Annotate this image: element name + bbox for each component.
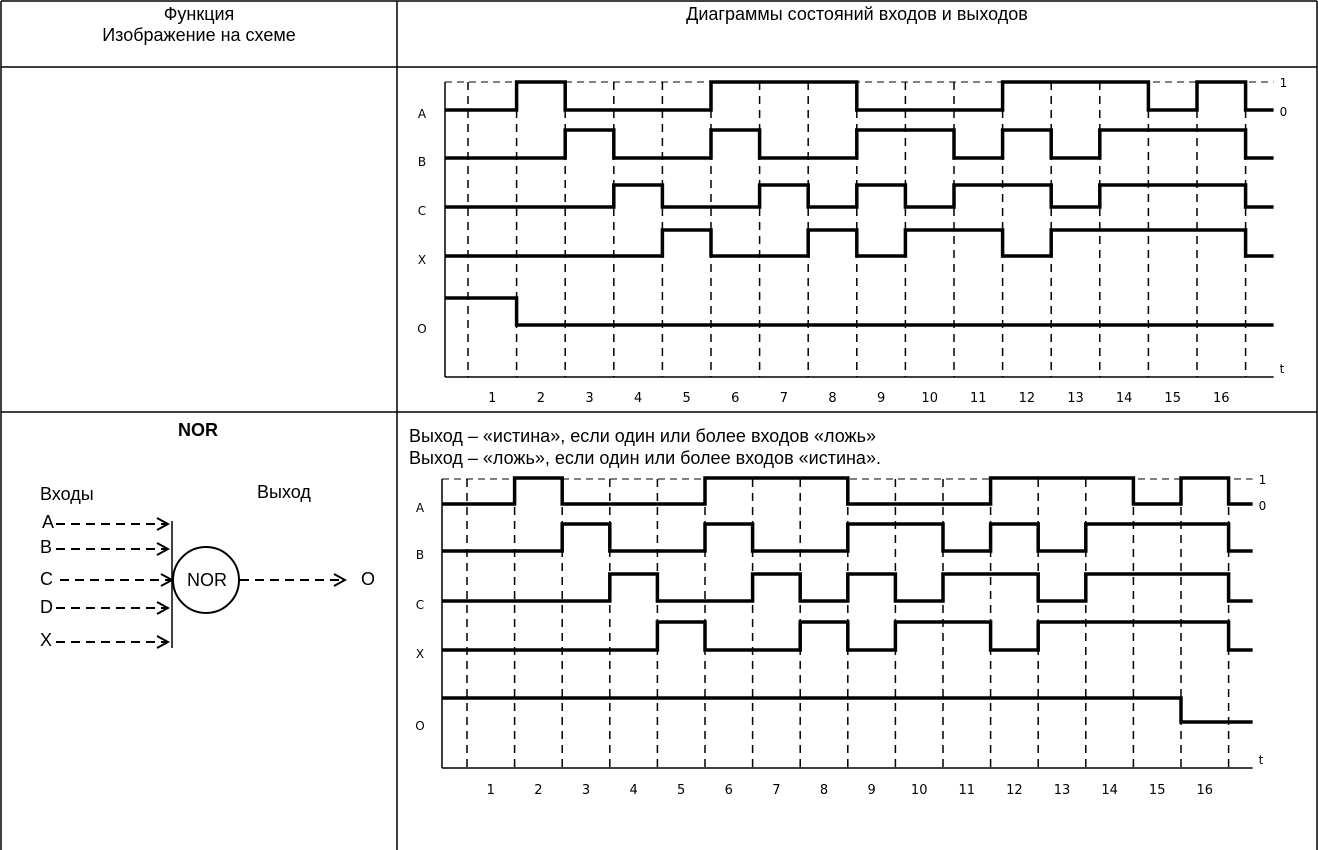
signal-waveform-c — [445, 183, 1274, 209]
time-tick-label: 15 — [1149, 783, 1166, 798]
input-name-b: B — [40, 537, 53, 557]
input-name-d: D — [40, 597, 53, 617]
time-tick-label: 9 — [877, 391, 885, 406]
function-header: Функция Изображение на схеме — [2, 4, 396, 46]
time-axis-label: t — [1280, 362, 1285, 376]
signal-label-b: B — [416, 548, 424, 562]
time-tick-label: 6 — [731, 391, 739, 406]
time-tick-label: 7 — [772, 783, 780, 798]
time-tick-label: 1 — [488, 391, 496, 406]
signal-label-x: X — [418, 253, 426, 267]
signal-label-a: A — [416, 501, 425, 515]
nor-gate-circle — [172, 546, 240, 614]
time-tick-label: 6 — [725, 783, 733, 798]
time-tick-label: 5 — [683, 391, 691, 406]
time-tick-label: 14 — [1101, 783, 1118, 798]
time-tick-label: 13 — [1067, 391, 1084, 406]
input-name-x: X — [40, 630, 53, 650]
time-tick-label: 7 — [780, 391, 788, 406]
signal-waveform-x — [442, 620, 1253, 652]
signal-waveform-x — [445, 228, 1274, 258]
time-tick-label: 10 — [921, 391, 938, 406]
signal-label-x: X — [416, 647, 424, 661]
signal-label-o: O — [417, 322, 426, 336]
nor-gate-symbol — [56, 413, 396, 713]
level-1-label: 1 — [1280, 76, 1288, 90]
time-tick-label: 8 — [820, 783, 828, 798]
output-label: Выход — [257, 482, 311, 502]
time-tick-label: 11 — [959, 783, 976, 798]
input-name-c: C — [40, 569, 53, 589]
inputs-label: Входы — [40, 484, 94, 504]
input-name-a: A — [42, 512, 55, 532]
signal-label-c: C — [416, 598, 424, 612]
signal-waveform-a — [445, 80, 1274, 112]
function-header-line2: Изображение на схеме — [102, 25, 296, 45]
time-tick-label: 13 — [1054, 783, 1071, 798]
time-tick-label: 14 — [1116, 391, 1133, 406]
level-1-label: 1 — [1259, 473, 1267, 487]
diagrams-header: Диаграммы состояний входов и выходов — [686, 4, 1028, 24]
time-tick-label: 15 — [1164, 391, 1181, 406]
signal-label-a: A — [418, 107, 427, 121]
time-tick-label: 1 — [487, 783, 495, 798]
signal-waveform-c — [442, 572, 1253, 603]
gate-label: NOR — [187, 570, 227, 590]
function-header-line1: Функция — [163, 4, 235, 24]
signal-label-b: B — [418, 155, 426, 169]
time-tick-label: 9 — [867, 783, 875, 798]
signal-waveform-o — [442, 696, 1253, 724]
time-tick-label: 3 — [582, 783, 590, 798]
time-tick-label: 4 — [629, 783, 637, 798]
time-tick-label: 12 — [1019, 391, 1036, 406]
time-tick-label: 8 — [828, 391, 836, 406]
signal-waveform-b — [442, 522, 1253, 553]
level-0-label: 0 — [1259, 499, 1267, 513]
description-line2: Выход – «ложь», если один или более вход… — [409, 448, 881, 468]
description-line1: Выход – «истина», если один или более вх… — [409, 426, 876, 446]
time-tick-label: 2 — [534, 783, 542, 798]
time-tick-label: 10 — [911, 783, 928, 798]
time-tick-label: 16 — [1197, 783, 1214, 798]
level-0-label: 0 — [1280, 105, 1288, 119]
time-tick-label: 5 — [677, 783, 685, 798]
signal-waveform-b — [445, 128, 1274, 160]
time-axis-label: t — [1259, 753, 1264, 767]
signal-label-o: O — [415, 719, 424, 733]
signal-waveform-a — [442, 476, 1253, 506]
output-name-o: O — [361, 569, 376, 589]
nor-title: NOR — [178, 420, 218, 440]
time-tick-label: 11 — [970, 391, 987, 406]
signal-label-c: C — [418, 204, 426, 218]
time-tick-label: 4 — [634, 391, 642, 406]
time-tick-label: 12 — [1006, 783, 1023, 798]
signal-waveform-o — [445, 296, 1274, 327]
time-tick-label: 16 — [1213, 391, 1230, 406]
time-tick-label: 2 — [537, 391, 545, 406]
time-tick-label: 3 — [585, 391, 593, 406]
